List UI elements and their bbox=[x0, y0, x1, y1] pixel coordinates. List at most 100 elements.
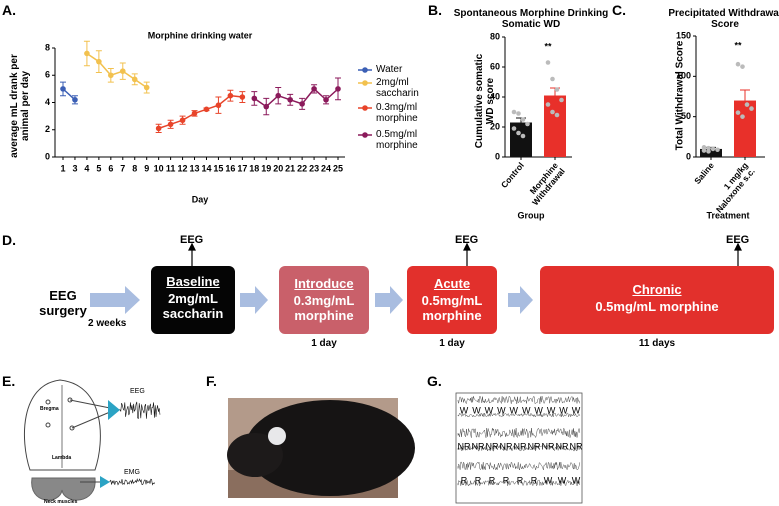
x-tick-label: 4 bbox=[84, 163, 89, 173]
x-tick-label: 21 bbox=[285, 163, 295, 173]
state-label: W bbox=[558, 475, 567, 485]
gap-label: 2 weeks bbox=[88, 318, 127, 329]
muscles-label: Neck muscles bbox=[44, 499, 78, 505]
trace-signal bbox=[457, 427, 580, 439]
x-tick-label: 24 bbox=[321, 163, 331, 173]
eeg-label: EEG bbox=[130, 388, 145, 395]
state-label: NR bbox=[542, 441, 555, 451]
skull-diagram bbox=[23, 379, 120, 501]
stage-box: Chronic 0.5mg/mL morphine bbox=[540, 266, 774, 334]
legend-marker bbox=[362, 105, 368, 111]
timeline-arrows bbox=[90, 286, 533, 314]
point bbox=[84, 50, 90, 57]
state-label: R bbox=[461, 475, 468, 485]
panel-label: A. bbox=[2, 2, 16, 18]
eeg-signal bbox=[119, 401, 161, 420]
x-tick-label: 14 bbox=[201, 163, 211, 173]
stage-box: Baseline 2mg/mL saccharin bbox=[151, 266, 235, 334]
stage-name: Acute bbox=[433, 276, 471, 291]
emg-label: EMG bbox=[124, 469, 140, 476]
point bbox=[108, 72, 114, 79]
point bbox=[251, 95, 258, 102]
stage-detail: 0.5mg/mL morphine bbox=[595, 299, 719, 314]
state-label: R bbox=[517, 475, 524, 485]
stage-detail: 2mg/mL saccharin bbox=[162, 291, 224, 321]
data-point bbox=[706, 145, 711, 151]
state-label: W bbox=[559, 405, 568, 415]
point bbox=[131, 76, 138, 83]
y-tick-label: 100 bbox=[676, 71, 691, 81]
data-point bbox=[710, 146, 716, 152]
trace-signal bbox=[457, 461, 580, 471]
stage-name: Chronic bbox=[632, 282, 682, 297]
annotation: ** bbox=[544, 41, 552, 51]
data-point bbox=[511, 109, 517, 115]
state-label: R bbox=[503, 475, 510, 485]
state-label: W bbox=[544, 475, 553, 485]
bar bbox=[510, 122, 532, 157]
state-label: W bbox=[572, 475, 581, 485]
state-label: R bbox=[531, 475, 538, 485]
bar bbox=[700, 148, 722, 157]
trace-frame bbox=[455, 392, 583, 504]
lambda-label: Lambda bbox=[52, 455, 72, 461]
stage-detail: 0.3mg/mL morphine bbox=[293, 293, 355, 323]
surgery-label: EEG surgery bbox=[39, 288, 87, 318]
data-point bbox=[554, 112, 560, 118]
bar bbox=[544, 95, 566, 157]
x-tick-label: 17 bbox=[237, 163, 247, 173]
state-label: NR bbox=[570, 441, 583, 451]
emg-signal bbox=[109, 478, 156, 486]
duration: 1 day bbox=[311, 338, 337, 349]
y-tick-label: 0 bbox=[45, 151, 50, 161]
state-label: W bbox=[534, 405, 543, 415]
data-point bbox=[545, 60, 551, 65]
x-tick-label: 6 bbox=[108, 163, 113, 173]
point bbox=[72, 96, 78, 103]
data-point bbox=[706, 149, 711, 154]
data-point bbox=[749, 106, 754, 111]
data-point bbox=[735, 61, 741, 67]
legend-label: Water bbox=[376, 64, 403, 75]
data-point bbox=[740, 64, 745, 69]
chart-title: Morphine drinking water bbox=[148, 30, 253, 40]
data-point bbox=[520, 133, 526, 139]
state-label: W bbox=[522, 405, 531, 415]
panel-label: B. bbox=[428, 2, 442, 18]
y-tick-label: 150 bbox=[676, 30, 691, 40]
stage-box: Introduce 0.3mg/mL morphine bbox=[279, 266, 369, 334]
x-tick-label: 8 bbox=[132, 163, 137, 173]
data-point bbox=[511, 126, 517, 131]
y-axis-label: Total Withdrawal Score bbox=[674, 40, 686, 151]
data-point bbox=[550, 76, 555, 82]
point bbox=[143, 84, 150, 91]
point bbox=[311, 86, 317, 92]
point bbox=[167, 121, 174, 128]
legend-marker bbox=[362, 67, 368, 73]
bregma-label: Bregma bbox=[40, 406, 59, 412]
data-point bbox=[516, 130, 521, 136]
state-label: W bbox=[510, 405, 519, 415]
point bbox=[263, 103, 270, 110]
x-tick-label: 16 bbox=[225, 163, 235, 173]
duration: 11 days bbox=[638, 338, 676, 349]
point bbox=[96, 58, 102, 65]
x-tick-label: 12 bbox=[178, 163, 188, 173]
point bbox=[299, 101, 305, 107]
point bbox=[60, 86, 66, 92]
y-tick-label: 80 bbox=[490, 31, 500, 41]
stage-name: Introduce bbox=[294, 276, 354, 291]
legend-label: 2mg/ml saccharin bbox=[376, 77, 419, 99]
state-label: W bbox=[572, 405, 581, 415]
state-label: W bbox=[547, 405, 556, 415]
point bbox=[191, 110, 198, 117]
state-label: R bbox=[489, 475, 496, 485]
x-axis-label: Group bbox=[518, 210, 545, 220]
y-tick-label: 60 bbox=[490, 61, 500, 71]
x-tick-label: 23 bbox=[309, 163, 319, 173]
trace-signal bbox=[457, 479, 580, 487]
eeg-label: EEG bbox=[180, 234, 204, 246]
state-label: NR bbox=[458, 441, 471, 451]
stage-detail: 0.5mg/mL morphine bbox=[421, 293, 483, 323]
